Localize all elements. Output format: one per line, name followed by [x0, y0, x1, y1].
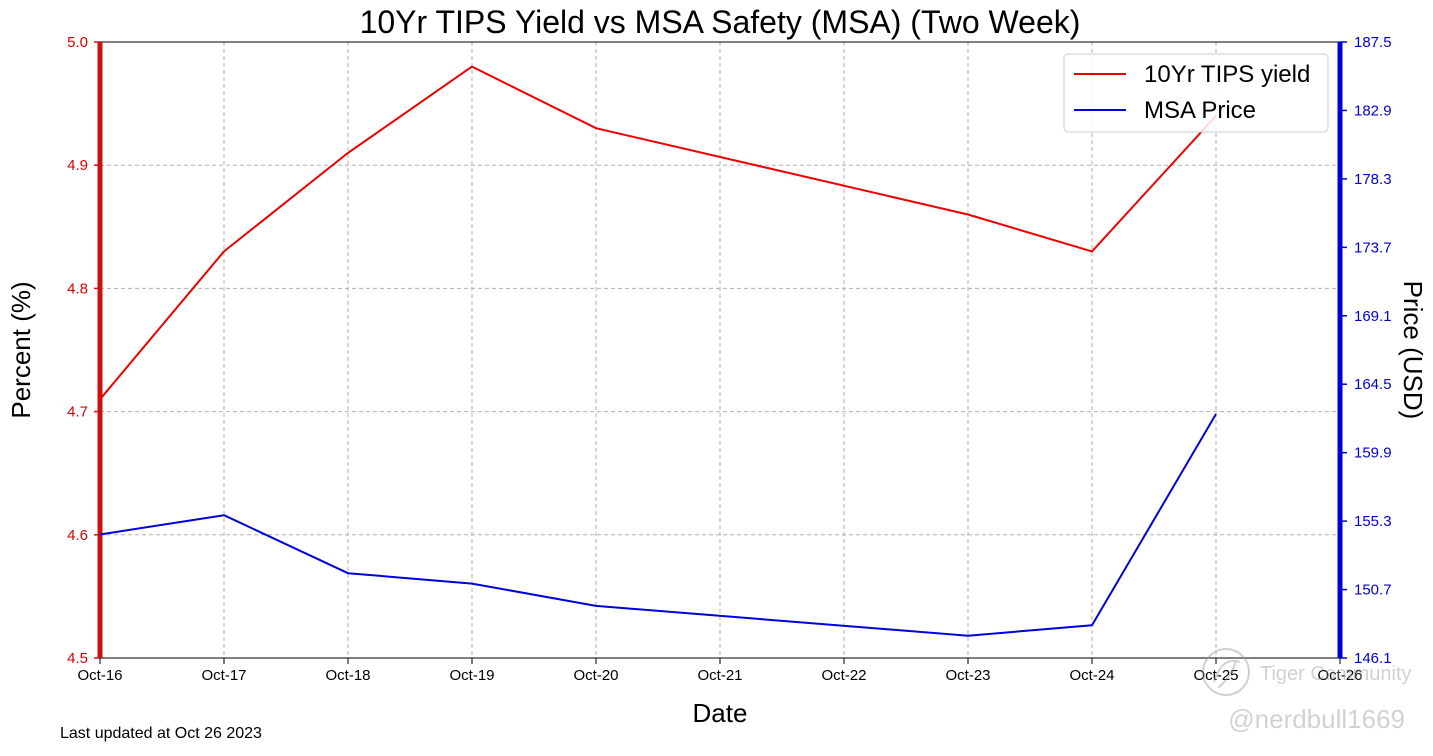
left-axis-ticks: 4.5 4.6 4.7 4.8 4.9 5.0	[67, 34, 100, 667]
x-tick-label: Oct-23	[945, 667, 990, 684]
series-group	[99, 65, 1217, 637]
x-tick-label: Oct-24	[1069, 667, 1114, 684]
x-axis-ticks: Oct-16 Oct-17 Oct-18 Oct-19 Oct-20 Oct-21 Oct-…	[77, 658, 1363, 684]
right-tick-label: 173.7	[1354, 239, 1392, 256]
x-tick-label: Oct-20	[573, 667, 618, 684]
tiger-logo-mark	[1213, 659, 1241, 689]
x-tick-label: Oct-26	[1317, 667, 1362, 684]
legend-label-msa: MSA Price	[1144, 97, 1256, 124]
left-axis-label: Percent (%)	[6, 281, 36, 418]
left-tick-label: 4.6	[67, 527, 88, 544]
tiger-logo-icon	[1202, 648, 1250, 696]
left-tick-label: 4.5	[67, 650, 88, 667]
right-tick-label: 150.7	[1354, 582, 1392, 599]
left-tick-label: 4.9	[67, 157, 88, 174]
legend: 10Yr TIPS yield MSA Price	[1063, 53, 1329, 133]
right-tick-label: 178.3	[1354, 171, 1392, 188]
x-tick-label: Oct-17	[201, 667, 246, 684]
last-updated-note: Last updated at Oct 26 2023	[60, 725, 262, 742]
watermark: Tiger Community	[1202, 648, 1412, 696]
left-tick-label: 4.8	[67, 280, 88, 297]
right-tick-label: 169.1	[1354, 308, 1392, 325]
x-tick-label: Oct-16	[77, 667, 122, 684]
x-axis-label: Date	[693, 698, 748, 728]
legend-label-tips: 10Yr TIPS yield	[1144, 61, 1310, 88]
right-tick-label: 187.5	[1354, 34, 1392, 51]
left-tick-label: 5.0	[67, 34, 88, 51]
x-tick-label: Oct-25	[1193, 667, 1238, 684]
x-tick-label: Oct-18	[325, 667, 370, 684]
chart-title: 10Yr TIPS Yield vs MSA Safety (MSA) (Two…	[360, 4, 1081, 40]
right-tick-label: 159.9	[1354, 445, 1392, 462]
x-tick-label: Oct-22	[821, 667, 866, 684]
right-tick-label: 146.1	[1354, 650, 1392, 667]
right-tick-label: 182.9	[1354, 102, 1392, 119]
legend-box	[1063, 53, 1329, 133]
right-tick-label: 164.5	[1354, 376, 1392, 393]
grid	[100, 42, 1340, 658]
right-axis-label: Price (USD)	[1398, 281, 1428, 420]
left-tick-label: 4.7	[67, 404, 88, 421]
right-tick-label: 155.3	[1354, 513, 1392, 530]
msa-price-line	[99, 413, 1217, 637]
x-tick-label: Oct-21	[697, 667, 742, 684]
author-handle: @nerdbull1669	[1228, 704, 1405, 734]
tips-yield-line	[99, 65, 1217, 400]
watermark-text: Tiger Community	[1260, 663, 1412, 685]
x-tick-label: Oct-19	[449, 667, 494, 684]
right-axis-ticks: 146.1 150.7 155.3 159.9 164.5 169.1 173.7 178.3…	[1340, 34, 1392, 667]
